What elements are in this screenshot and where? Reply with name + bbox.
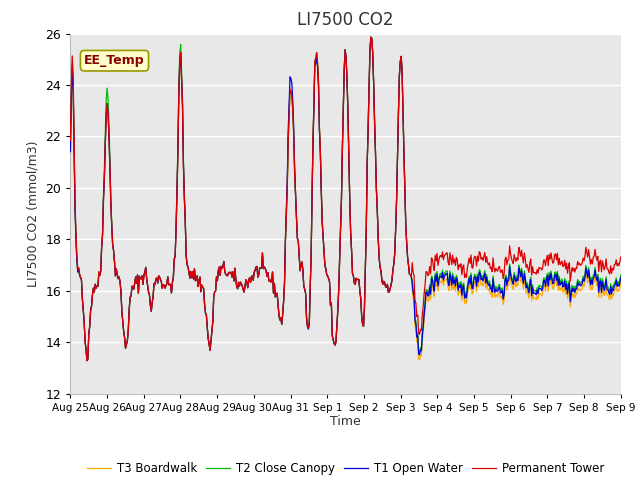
Legend: T3 Boardwalk, T2 Close Canopy, T1 Open Water, Permanent Tower: T3 Boardwalk, T2 Close Canopy, T1 Open W… bbox=[83, 457, 609, 480]
Title: LI7500 CO2: LI7500 CO2 bbox=[298, 11, 394, 29]
T2 Close Canopy bbox=[67, 144, 74, 150]
Line: T3 Boardwalk: T3 Boardwalk bbox=[70, 37, 621, 360]
Permanent Tower bbox=[436, 253, 444, 259]
Line: T1 Open Water: T1 Open Water bbox=[70, 37, 621, 360]
T2 Close Canopy bbox=[393, 196, 401, 202]
Permanent Tower bbox=[209, 318, 217, 324]
T1 Open Water bbox=[67, 149, 74, 155]
T2 Close Canopy bbox=[483, 272, 490, 277]
Line: Permanent Tower: Permanent Tower bbox=[70, 37, 621, 360]
Y-axis label: LI7500 CO2 (mmol/m3): LI7500 CO2 (mmol/m3) bbox=[27, 140, 40, 287]
T1 Open Water bbox=[83, 358, 91, 363]
T2 Close Canopy bbox=[436, 271, 444, 277]
T3 Boardwalk bbox=[436, 279, 444, 285]
Permanent Tower bbox=[483, 253, 490, 259]
T1 Open Water bbox=[367, 34, 374, 40]
T3 Boardwalk bbox=[67, 152, 74, 158]
T3 Boardwalk bbox=[367, 34, 374, 40]
Permanent Tower bbox=[393, 196, 401, 202]
X-axis label: Time: Time bbox=[330, 415, 361, 429]
T1 Open Water bbox=[617, 275, 625, 280]
T2 Close Canopy bbox=[83, 358, 91, 363]
Permanent Tower bbox=[617, 254, 625, 260]
T3 Boardwalk bbox=[317, 150, 324, 156]
T3 Boardwalk bbox=[483, 279, 490, 285]
Permanent Tower bbox=[165, 282, 173, 288]
Permanent Tower bbox=[317, 147, 324, 153]
T3 Boardwalk bbox=[209, 318, 217, 324]
Permanent Tower bbox=[67, 138, 74, 144]
T1 Open Water bbox=[393, 196, 401, 202]
Line: T2 Close Canopy: T2 Close Canopy bbox=[70, 37, 621, 360]
T3 Boardwalk bbox=[83, 358, 91, 363]
Permanent Tower bbox=[83, 358, 91, 363]
T3 Boardwalk bbox=[393, 196, 401, 202]
T3 Boardwalk bbox=[617, 280, 625, 286]
T2 Close Canopy bbox=[317, 147, 324, 153]
T2 Close Canopy bbox=[617, 272, 625, 278]
T2 Close Canopy bbox=[165, 282, 173, 288]
T1 Open Water bbox=[483, 274, 490, 280]
T3 Boardwalk bbox=[165, 282, 173, 288]
T1 Open Water bbox=[209, 318, 217, 324]
Permanent Tower bbox=[367, 34, 374, 40]
T1 Open Water bbox=[165, 282, 173, 288]
T1 Open Water bbox=[436, 274, 444, 280]
T2 Close Canopy bbox=[209, 318, 217, 324]
T1 Open Water bbox=[317, 150, 324, 156]
Text: EE_Temp: EE_Temp bbox=[84, 54, 145, 67]
T2 Close Canopy bbox=[367, 34, 374, 40]
